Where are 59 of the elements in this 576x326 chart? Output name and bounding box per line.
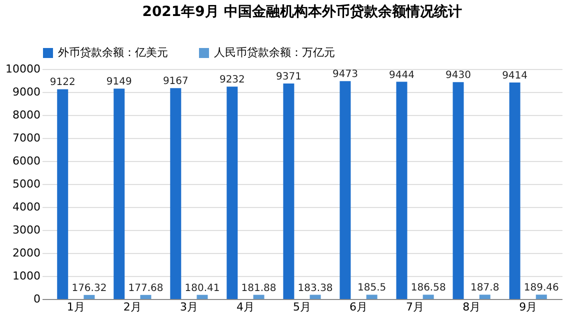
y-tick-label: 4000 — [12, 200, 40, 214]
data-label: 9149 — [106, 76, 132, 88]
bar — [196, 294, 208, 299]
bar — [253, 294, 264, 299]
bar — [226, 86, 238, 299]
y-tick-label: 1000 — [12, 270, 40, 282]
x-tick-label: 6月 — [350, 300, 368, 314]
y-tick-label: 6000 — [12, 154, 40, 168]
x-tick-label: 5月 — [293, 300, 311, 314]
y-tick-label: 3000 — [12, 224, 40, 236]
bar — [84, 294, 95, 299]
legend-label: 人民币贷款余额：万亿元 — [214, 46, 335, 59]
bar — [536, 294, 547, 299]
bar — [114, 88, 125, 299]
y-tick-label: 7000 — [12, 132, 40, 144]
y-tick-label: 8000 — [12, 108, 40, 122]
bar — [366, 294, 378, 299]
y-tick-label: 5000 — [12, 178, 40, 190]
data-label: 9122 — [50, 77, 76, 88]
legend-label: 外币贷款余额：亿美元 — [58, 46, 168, 59]
bar — [283, 83, 294, 299]
bar — [340, 81, 351, 299]
data-label: 189.46 — [524, 282, 559, 294]
data-label: 9371 — [276, 71, 302, 82]
bar — [396, 82, 408, 299]
bar — [140, 294, 152, 299]
x-tick-label: 9月 — [519, 300, 538, 314]
bar — [57, 89, 68, 299]
data-label: 9430 — [446, 70, 471, 82]
data-label: 183.38 — [298, 282, 333, 294]
data-label: 9232 — [219, 74, 245, 86]
y-tick-label: 2000 — [12, 246, 40, 260]
data-label: 9414 — [502, 70, 528, 82]
bar — [170, 88, 182, 299]
bar — [509, 82, 520, 299]
data-label: 186.58 — [410, 282, 446, 294]
bar — [422, 294, 434, 299]
x-tick-label: 1月 — [66, 300, 85, 314]
bar — [479, 294, 490, 299]
bar — [452, 82, 464, 299]
data-label: 176.32 — [72, 282, 107, 294]
y-tick-label: 9000 — [12, 86, 40, 98]
y-tick-label: 0 — [34, 292, 40, 306]
data-label: 180.41 — [184, 282, 220, 294]
x-tick-label: 4月 — [236, 300, 254, 314]
bar — [310, 294, 321, 299]
x-tick-label: 8月 — [462, 300, 481, 314]
data-label: 177.68 — [128, 282, 164, 294]
y-tick-label: 10000 — [6, 62, 40, 76]
x-tick-label: 3月 — [180, 300, 198, 314]
data-label: 181.88 — [241, 282, 276, 294]
x-tick-label: 7月 — [406, 300, 424, 314]
data-label: 185.5 — [358, 282, 386, 294]
data-label: 9473 — [332, 69, 358, 80]
data-label: 187.8 — [470, 282, 500, 294]
x-tick-label: 2月 — [123, 300, 142, 314]
data-label: 9167 — [162, 76, 188, 88]
chart-title: 2021年9月 中国金融机构本外币贷款余额情况统计 — [142, 3, 462, 20]
data-label: 9444 — [389, 70, 414, 81]
